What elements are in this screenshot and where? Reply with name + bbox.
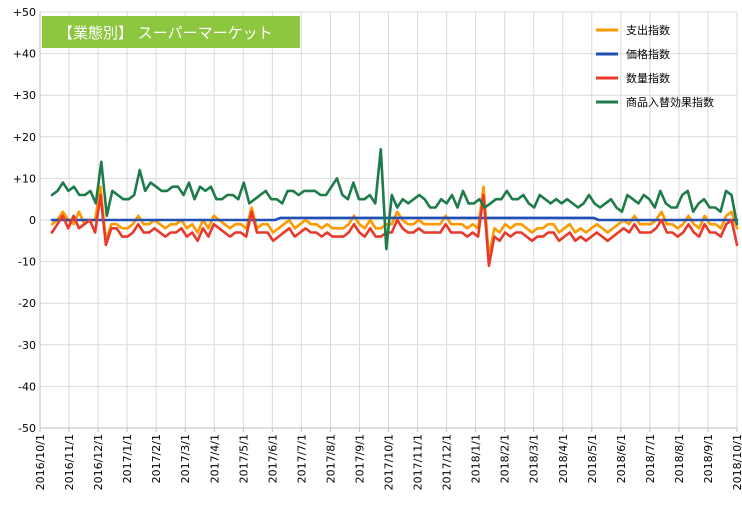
x-tick-label: 2018/10/1 — [731, 434, 742, 490]
y-tick-label: +40 — [13, 48, 36, 61]
x-tick-label: 2018/3/1 — [528, 434, 541, 483]
x-tick-label: 2017/12/1 — [441, 434, 454, 490]
x-tick-label: 2016/12/1 — [92, 434, 105, 490]
x-tick-label: 2017/11/1 — [412, 434, 425, 490]
chart-title-box: 【業態別】 スーパーマーケット — [42, 16, 300, 48]
series-line — [50, 193, 739, 268]
series-line — [50, 185, 739, 259]
y-tick-label: 0 — [29, 214, 36, 227]
x-tick-label: 2018/6/1 — [615, 434, 628, 483]
x-tick-label: 2017/9/1 — [353, 434, 366, 483]
y-tick-label: +30 — [13, 89, 36, 102]
chart-title: 【業態別】 スーパーマーケット — [58, 24, 273, 42]
x-tick-label: 2018/8/1 — [673, 434, 686, 483]
x-tick-label: 2018/4/1 — [557, 434, 570, 483]
series-line — [50, 148, 739, 251]
x-tick-label: 2017/10/1 — [383, 434, 396, 490]
y-tick-label: +10 — [13, 172, 36, 185]
legend-label: 商品入替効果指数 — [626, 95, 714, 109]
y-tick-label: -40 — [18, 380, 36, 393]
y-tick-label: +20 — [13, 131, 36, 144]
x-tick-label: 2017/4/1 — [208, 434, 221, 483]
legend-label: 価格指数 — [626, 47, 670, 61]
x-tick-label: 2016/10/1 — [34, 434, 47, 490]
x-tick-label: 2018/1/1 — [470, 434, 483, 483]
x-tick-label: 2017/1/1 — [121, 434, 134, 483]
x-tick-label: 2018/7/1 — [644, 434, 657, 483]
x-axis: 2016/10/1 2016/11/1 2016/12/1 2017/1/1 2017/… — [34, 12, 742, 490]
y-tick-label: -50 — [18, 422, 36, 435]
legend-label: 支出指数 — [626, 23, 670, 37]
series-lines — [50, 148, 739, 268]
x-tick-label: 2017/6/1 — [266, 434, 279, 483]
y-tick-label: -10 — [18, 256, 36, 269]
x-tick-label: 2017/5/1 — [237, 434, 250, 483]
x-tick-label: 2018/2/1 — [499, 434, 512, 483]
x-tick-label: 2018/9/1 — [702, 434, 715, 483]
y-tick-label: -20 — [18, 297, 36, 310]
y-tick-label: +50 — [13, 6, 36, 19]
x-tick-label: 2016/11/1 — [63, 434, 76, 490]
x-tick-label: 2017/3/1 — [179, 434, 192, 483]
title-background — [42, 16, 300, 48]
x-tick-label: 2017/2/1 — [150, 434, 163, 483]
x-tick-label: 2018/5/1 — [586, 434, 599, 483]
series-line — [50, 216, 739, 222]
x-tick-label: 2017/8/1 — [324, 434, 337, 483]
legend-label: 数量指数 — [626, 71, 670, 85]
x-tick-label: 2017/7/1 — [295, 434, 308, 483]
y-axis: +50 +40 +30 +20 +10 0 -10 -20 -30 -40 -50 — [13, 6, 36, 435]
y-tick-label: -30 — [18, 339, 36, 352]
